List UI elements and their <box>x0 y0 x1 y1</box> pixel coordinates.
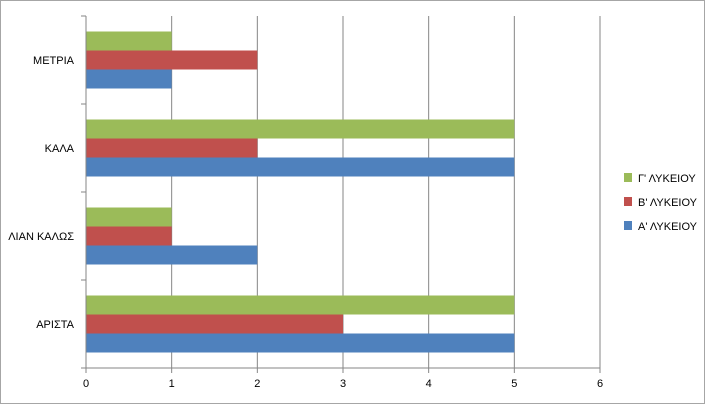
x-tick-label-3: 3 <box>340 378 346 390</box>
axes <box>81 15 601 373</box>
category-label-0: ΑΡΙΣΤΑ <box>36 319 74 331</box>
legend-swatch-1 <box>624 197 632 206</box>
category-label-2: ΚΑΛΑ <box>45 143 75 155</box>
bar-1-series-0 <box>86 245 258 265</box>
bar-1-series-1 <box>86 226 172 246</box>
x-tick-label-2: 2 <box>254 378 260 390</box>
x-tick-label-5: 5 <box>511 378 517 390</box>
legend-swatch-0 <box>624 173 632 182</box>
bar-2-series-2 <box>86 119 515 139</box>
bar-1-series-2 <box>86 207 172 227</box>
bar-3-series-0 <box>86 69 172 89</box>
bar-0-series-2 <box>86 295 515 315</box>
bar-0-series-0 <box>86 333 515 353</box>
bars <box>86 31 515 353</box>
bar-3-series-1 <box>86 50 258 70</box>
x-tick-label-0: 0 <box>83 378 89 390</box>
x-tick-label-6: 6 <box>597 378 603 390</box>
bar-2-series-0 <box>86 157 515 177</box>
bar-0-series-1 <box>86 314 343 334</box>
legend-swatch-2 <box>624 221 632 230</box>
x-tick-label-4: 4 <box>426 378 432 390</box>
category-label-3: ΜΕΤΡΙΑ <box>33 55 75 67</box>
bar-2-series-1 <box>86 138 258 158</box>
legend-label-1: Β' ΛΥΚΕΙΟΥ <box>638 197 698 209</box>
x-tick-labels: 0 1 2 3 4 5 6 <box>83 378 603 390</box>
legend-label-2: Α' ΛΥΚΕΙΟΥ <box>638 221 698 233</box>
category-label-1: ΛΙΑΝ ΚΑΛΩΣ <box>8 231 74 243</box>
bar-3-series-2 <box>86 31 172 51</box>
x-tick-label-1: 1 <box>169 378 175 390</box>
legend-label-0: Γ' ΛΥΚΕΙΟΥ <box>638 173 696 185</box>
legend: Γ' ΛΥΚΕΙΟΥ Β' ΛΥΚΕΙΟΥ Α' ΛΥΚΕΙΟΥ <box>624 173 698 233</box>
category-labels: ΑΡΙΣΤΑ ΛΙΑΝ ΚΑΛΩΣ ΚΑΛΑ ΜΕΤΡΙΑ <box>8 55 74 331</box>
